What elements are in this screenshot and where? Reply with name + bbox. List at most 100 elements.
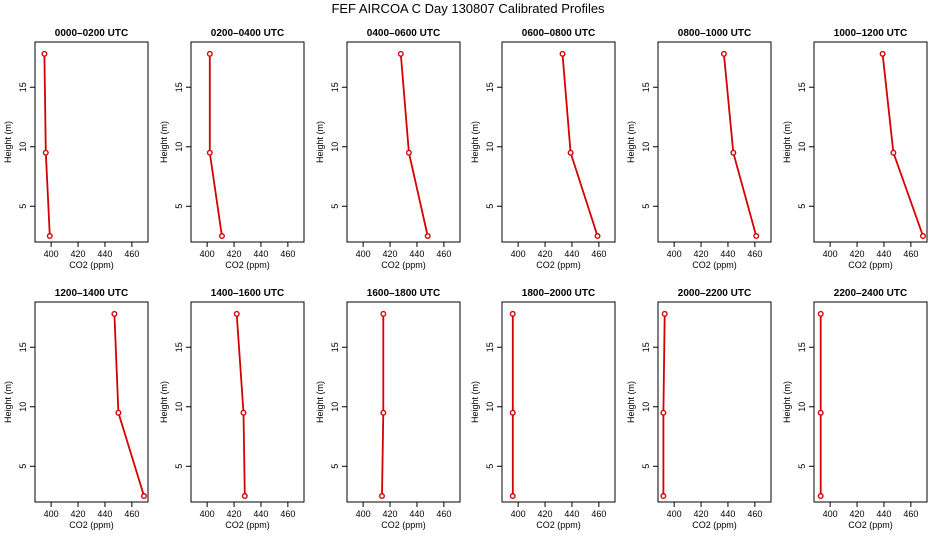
panel-9-xlabel: CO2 (ppm) <box>381 520 426 530</box>
panel-11-xtick-label: 420 <box>694 509 709 519</box>
panel-2-ytick-label: 15 <box>174 82 184 92</box>
panel-3-xtick-label: 400 <box>356 249 371 259</box>
panel-7-xtick-label: 440 <box>97 509 112 519</box>
panel-8-frame <box>190 301 305 503</box>
panel-6-ylabel: Height (m) <box>782 121 792 163</box>
panel-9-point-3 <box>378 493 385 500</box>
panel-6-profile-line <box>881 53 924 237</box>
panel-3-ytick-label: 5 <box>330 204 340 209</box>
panel-3-frame <box>346 41 461 243</box>
panel-3-ytick-label: 15 <box>330 82 340 92</box>
panel-11-xtick-label: 400 <box>667 509 682 519</box>
panel-2-profile-line <box>208 53 223 237</box>
panel-7-xtick-label: 420 <box>71 509 86 519</box>
panel-1-xtick-label: 400 <box>44 249 59 259</box>
panel-8-ylabel: Height (m) <box>159 381 169 423</box>
panel-12-ytick-label: 10 <box>797 402 807 412</box>
panel-4-ytick-label: 5 <box>485 204 495 209</box>
panel-6-ytick-label: 15 <box>797 82 807 92</box>
panel-11-point-3 <box>660 493 667 500</box>
panel-5-point-2 <box>730 149 737 156</box>
panel-3-title: 0400–0600 UTC <box>367 28 440 39</box>
panel-1-point-2 <box>42 149 49 156</box>
panel-5-point-3 <box>753 233 760 240</box>
panel-10-xlabel: CO2 (ppm) <box>536 520 581 530</box>
panel-9-point-2 <box>380 409 387 416</box>
panel-11-ytick-label: 10 <box>641 402 651 412</box>
panel-5-xtick-label: 400 <box>667 249 682 259</box>
panel-8-point-1 <box>233 310 240 317</box>
panel-8-title: 1400–1600 UTC <box>211 288 284 299</box>
panel-8-point-3 <box>241 493 248 500</box>
panel-3-xlabel: CO2 (ppm) <box>381 260 426 270</box>
panel-6-xtick-label: 420 <box>850 249 865 259</box>
panel-8-ytick-label: 10 <box>174 402 184 412</box>
panel-9-ytick-label: 5 <box>330 464 340 469</box>
panel-2-xtick-label: 460 <box>280 249 295 259</box>
panel-8-xtick-label: 400 <box>200 509 215 519</box>
panel-7-profile-line <box>113 313 145 497</box>
panel-10-xtick-label: 460 <box>591 509 606 519</box>
panel-2-xtick-label: 420 <box>227 249 242 259</box>
panel-10-ytick-label: 15 <box>485 342 495 352</box>
panel-10-frame <box>501 301 616 503</box>
panel-12-ytick-label: 15 <box>797 342 807 352</box>
panel-12-xlabel: CO2 (ppm) <box>848 520 893 530</box>
panel-10-point-3 <box>509 493 516 500</box>
panel-4-xtick-label: 400 <box>511 249 526 259</box>
panel-2-point-2 <box>206 149 213 156</box>
panel-11-xtick-label: 460 <box>747 509 762 519</box>
panel-8-profile-line <box>235 313 246 497</box>
panel-11-xtick-label: 440 <box>720 509 735 519</box>
panel-1-title: 0000–0200 UTC <box>55 28 128 39</box>
panel-2-point-3 <box>218 233 225 240</box>
panel-3-ytick-label: 10 <box>330 142 340 152</box>
panel-12-point-1 <box>817 310 824 317</box>
panel-12-point-2 <box>817 409 824 416</box>
panel-6-point-2 <box>890 149 897 156</box>
panel-5-ytick-label: 15 <box>641 82 651 92</box>
panel-1-point-3 <box>46 233 53 240</box>
panel-11-title: 2000–2200 UTC <box>678 288 751 299</box>
panel-11-point-1 <box>661 310 668 317</box>
panel-7-point-1 <box>111 310 118 317</box>
panel-11-xlabel: CO2 (ppm) <box>692 520 737 530</box>
panel-9-xtick-label: 460 <box>436 509 451 519</box>
panel-9-ylabel: Height (m) <box>315 381 325 423</box>
panel-11-ytick-label: 5 <box>641 464 651 469</box>
panel-9-xtick-label: 420 <box>383 509 398 519</box>
panel-1-xtick-label: 440 <box>97 249 112 259</box>
panel-11-profile-line <box>662 313 666 496</box>
panel-8-xlabel: CO2 (ppm) <box>225 520 270 530</box>
panel-3-point-2 <box>405 149 412 156</box>
panel-10-point-1 <box>509 310 516 317</box>
panel-8-ytick-label: 5 <box>174 464 184 469</box>
panel-2-frame <box>190 41 305 243</box>
panel-9-ytick-label: 10 <box>330 402 340 412</box>
panel-5-ytick-label: 5 <box>641 204 651 209</box>
panel-6-point-1 <box>879 50 886 57</box>
panel-9-xtick-label: 400 <box>356 509 371 519</box>
panel-1-ytick-label: 5 <box>18 204 28 209</box>
panel-4-point-3 <box>594 233 601 240</box>
panel-6-title: 1000–1200 UTC <box>834 28 907 39</box>
panel-2-xlabel: CO2 (ppm) <box>225 260 270 270</box>
panel-1-ytick-label: 15 <box>18 82 28 92</box>
panel-8-point-2 <box>240 409 247 416</box>
panel-11-frame <box>657 301 772 503</box>
panel-4-title: 0600–0800 UTC <box>522 28 595 39</box>
panel-5-title: 0800–1000 UTC <box>678 28 751 39</box>
panel-4-profile-line <box>561 53 599 237</box>
panel-2-ylabel: Height (m) <box>159 121 169 163</box>
panel-6-xtick-label: 440 <box>876 249 891 259</box>
panel-4-ylabel: Height (m) <box>470 121 480 163</box>
panel-11-ytick-label: 15 <box>641 342 651 352</box>
panel-7-xtick-label: 460 <box>124 509 139 519</box>
panel-5-xlabel: CO2 (ppm) <box>692 260 737 270</box>
panel-2-point-1 <box>206 50 213 57</box>
panel-4-ytick-label: 15 <box>485 82 495 92</box>
panel-1-profile-line <box>43 53 51 237</box>
panel-2-xtick-label: 440 <box>253 249 268 259</box>
panel-4-xlabel: CO2 (ppm) <box>536 260 581 270</box>
